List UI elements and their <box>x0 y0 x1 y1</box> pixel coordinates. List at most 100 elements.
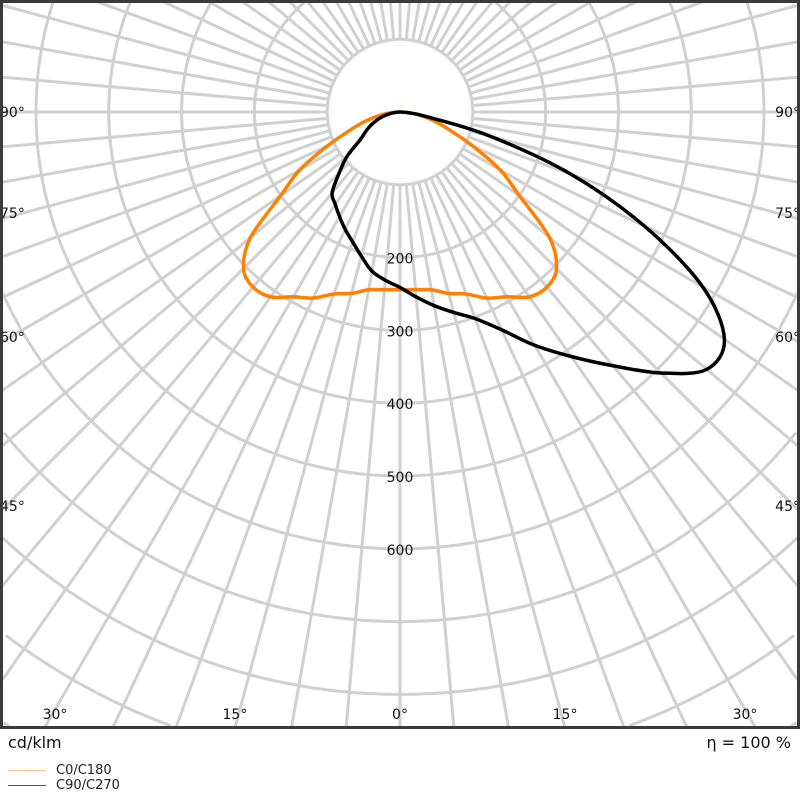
grid-spoke <box>423 179 626 727</box>
legend-swatch <box>8 770 46 771</box>
legend-swatch <box>8 785 46 786</box>
grid-spoke <box>2 170 360 682</box>
grid-spoke <box>450 162 798 512</box>
grid-spoke <box>163 2 335 83</box>
legend-item-c0-c180: C0/C180 <box>8 763 120 778</box>
legend-label: C0/C180 <box>56 763 112 778</box>
grid-spoke <box>2 75 328 108</box>
grid-spoke <box>208 2 338 77</box>
angle-label-left: 60° <box>0 330 25 346</box>
grid-spoke <box>462 2 592 77</box>
radial-tick-label: 300 <box>387 324 414 340</box>
grid-spoke <box>388 2 396 40</box>
grid-spoke <box>462 147 798 344</box>
radial-tick-label: 400 <box>387 397 414 413</box>
grid-spoke <box>290 183 389 727</box>
grid-spoke <box>358 2 377 45</box>
angle-label-right: 75° <box>775 206 800 222</box>
legend-label: C90/C270 <box>56 778 120 793</box>
polar-luminous-intensity-chart: 200 300 400 500 600 90° 90° 75° 75° 60° 60° 45° 45° 3… <box>0 0 800 729</box>
grid-spoke <box>111 177 371 727</box>
radial-tick-label: 500 <box>387 470 414 486</box>
angle-label-bottom: 15° <box>553 707 578 723</box>
radial-tick-label: 200 <box>387 252 414 268</box>
grid-spoke <box>2 40 329 101</box>
grid-spoke <box>43 174 365 727</box>
grid-spoke <box>471 123 798 184</box>
grid-spoke <box>288 2 350 62</box>
angle-label-bottom: 30° <box>733 707 758 723</box>
angle-label-bottom: 15° <box>223 707 248 723</box>
grid-spoke <box>435 2 465 50</box>
legend: C0/C180 C90/C270 <box>8 763 120 793</box>
grid-spoke <box>469 129 798 221</box>
grid-spoke <box>335 2 365 50</box>
grid-spoke <box>2 123 329 184</box>
angle-label-bottom: 0° <box>392 707 408 723</box>
series-curve-c90-c270 <box>330 110 727 376</box>
grid-spoke <box>472 75 798 108</box>
grid-spoke <box>445 2 494 58</box>
grid-spoke <box>440 2 479 54</box>
angle-label-right: 45° <box>775 499 800 515</box>
grid-spoke <box>445 166 798 588</box>
grid-spoke <box>458 2 558 72</box>
grid-spoke <box>429 177 689 727</box>
angle-label-bottom: 30° <box>43 707 68 723</box>
grid-spoke <box>2 141 335 299</box>
grid-spoke <box>379 2 389 41</box>
grid-spoke <box>2 162 350 512</box>
grid-spoke <box>174 179 377 727</box>
grid-spoke <box>2 116 328 149</box>
radial-tick-label: 600 <box>387 543 414 559</box>
grid-ring <box>4 634 796 727</box>
grid-spoke <box>465 141 798 299</box>
grid-spoke <box>267 2 346 67</box>
unit-label: cd/klm <box>8 733 62 752</box>
grid-ring <box>2 721 798 727</box>
grid-spoke <box>2 157 346 448</box>
angle-label-left: 75° <box>0 206 25 222</box>
grid-spoke <box>347 2 371 47</box>
grid-spoke <box>440 170 798 682</box>
grid-spoke <box>404 2 412 40</box>
grid-spoke <box>2 147 338 344</box>
grid-spoke <box>2 129 331 221</box>
grid-spoke <box>467 2 703 89</box>
grid-spoke <box>450 2 512 62</box>
grid-spoke <box>97 2 333 89</box>
grid-spoke <box>2 3 331 95</box>
grid-spoke <box>369 2 383 43</box>
grid-spoke <box>423 2 442 45</box>
legend-item-c90-c270: C90/C270 <box>8 778 120 793</box>
efficiency-label: η = 100 % <box>706 733 791 752</box>
grid-spoke <box>465 2 637 83</box>
series-curve-c0-c180 <box>241 110 559 300</box>
grid-spoke <box>321 2 360 54</box>
grid-spoke <box>2 135 333 259</box>
grid-spoke <box>454 2 533 67</box>
grid-spoke <box>467 135 798 259</box>
grid-spoke <box>2 166 355 588</box>
angle-label-right: 60° <box>775 330 800 346</box>
grid-spoke <box>411 183 510 727</box>
grid-spoke <box>417 181 567 727</box>
angle-label-right: 90° <box>775 105 800 121</box>
grid-spoke <box>435 174 757 727</box>
grid-spoke <box>411 2 421 41</box>
grid-spoke <box>306 2 355 58</box>
grid-spoke <box>242 2 342 72</box>
grid-spoke <box>429 2 453 47</box>
grid-spoke <box>472 116 798 149</box>
grid-spoke <box>471 40 798 101</box>
angle-label-left: 90° <box>0 105 25 121</box>
grid-spoke <box>469 3 798 95</box>
angle-label-left: 45° <box>0 499 25 515</box>
grid-spoke <box>404 184 456 727</box>
grid-spoke <box>454 157 798 448</box>
grid-spoke <box>344 184 396 727</box>
grid-spoke <box>233 181 383 727</box>
grid-spoke <box>417 2 431 43</box>
plot-frame <box>0 0 800 729</box>
